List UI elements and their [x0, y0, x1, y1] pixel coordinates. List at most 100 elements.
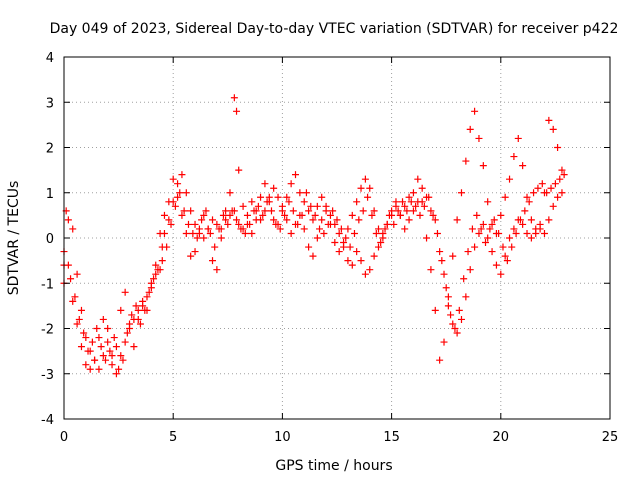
data-point — [558, 189, 566, 197]
data-point — [110, 334, 118, 342]
data-point — [263, 198, 271, 206]
data-point — [281, 211, 289, 219]
data-point — [527, 234, 535, 242]
data-point — [167, 220, 175, 228]
data-point — [318, 193, 326, 201]
data-point — [64, 216, 72, 224]
data-point — [326, 211, 334, 219]
axis-ticks: 0 5 10 15 20 25 -4 -3 -2 -1 0 1 2 3 4 — [41, 51, 618, 445]
data-point — [449, 252, 457, 260]
data-point — [128, 311, 136, 319]
data-point — [287, 180, 295, 188]
data-point — [543, 189, 551, 197]
data-point — [145, 288, 153, 296]
data-point — [488, 248, 496, 256]
data-point — [324, 220, 332, 228]
data-point — [545, 216, 553, 224]
data-point — [433, 229, 441, 237]
data-point — [353, 248, 361, 256]
data-point — [292, 171, 300, 179]
data-point — [239, 202, 247, 210]
data-point — [403, 207, 411, 215]
data-point — [337, 225, 345, 233]
data-point — [169, 175, 177, 183]
data-point — [374, 225, 382, 233]
data-point — [409, 189, 417, 197]
y-tick-label: -1 — [41, 277, 54, 292]
data-point — [436, 356, 444, 364]
data-point — [551, 180, 559, 188]
data-point — [368, 211, 376, 219]
data-point — [484, 234, 492, 242]
data-point — [80, 329, 88, 337]
data-point — [298, 211, 306, 219]
data-point — [209, 216, 217, 224]
data-point — [67, 275, 75, 283]
data-point — [519, 220, 527, 228]
data-point — [99, 352, 107, 360]
data-point — [165, 198, 173, 206]
data-point — [294, 220, 302, 228]
data-point — [414, 175, 422, 183]
data-point — [425, 193, 433, 201]
data-point — [75, 315, 83, 323]
data-point — [514, 134, 522, 142]
data-point — [235, 166, 243, 174]
data-point — [215, 225, 223, 233]
data-point — [104, 325, 112, 332]
data-point — [361, 175, 369, 183]
data-point — [235, 220, 243, 228]
data-point — [355, 216, 363, 224]
data-point — [222, 216, 230, 224]
x-tick-label: 5 — [169, 430, 177, 445]
data-point — [318, 216, 326, 224]
data-point — [123, 329, 131, 337]
data-point — [451, 325, 459, 332]
data-point — [510, 225, 518, 233]
y-tick-label: -4 — [41, 413, 54, 428]
data-point — [540, 229, 548, 237]
data-point — [385, 211, 393, 219]
data-point — [418, 198, 426, 206]
data-point — [252, 216, 260, 224]
data-point — [554, 193, 562, 201]
data-point — [401, 202, 409, 210]
data-point — [248, 229, 256, 237]
data-point — [248, 198, 256, 206]
y-tick-label: 4 — [46, 51, 54, 66]
data-point — [431, 306, 439, 314]
data-point — [211, 243, 219, 251]
data-point — [457, 189, 465, 197]
data-point — [335, 229, 343, 237]
data-point — [392, 202, 400, 210]
data-point — [545, 116, 553, 124]
data-point — [217, 234, 225, 242]
data-point — [353, 198, 361, 206]
data-point — [488, 220, 496, 228]
data-point — [233, 107, 241, 115]
data-point — [213, 266, 221, 274]
data-point — [88, 338, 96, 346]
data-point — [449, 320, 457, 328]
data-point — [329, 207, 337, 215]
data-point — [73, 320, 81, 328]
data-point — [429, 211, 437, 219]
data-point — [195, 225, 203, 233]
data-point — [191, 220, 199, 228]
data-point — [370, 252, 378, 260]
data-point — [346, 243, 354, 251]
data-point — [501, 252, 509, 260]
data-point — [495, 229, 503, 237]
x-tick-label: 0 — [60, 430, 68, 445]
data-point — [136, 320, 144, 328]
data-point — [182, 189, 190, 197]
data-point — [549, 125, 557, 133]
data-point — [180, 207, 188, 215]
data-point — [556, 175, 564, 183]
data-point — [348, 261, 356, 269]
data-point — [409, 207, 417, 215]
data-point — [423, 234, 431, 242]
data-point — [182, 229, 190, 237]
data-point — [91, 356, 99, 364]
